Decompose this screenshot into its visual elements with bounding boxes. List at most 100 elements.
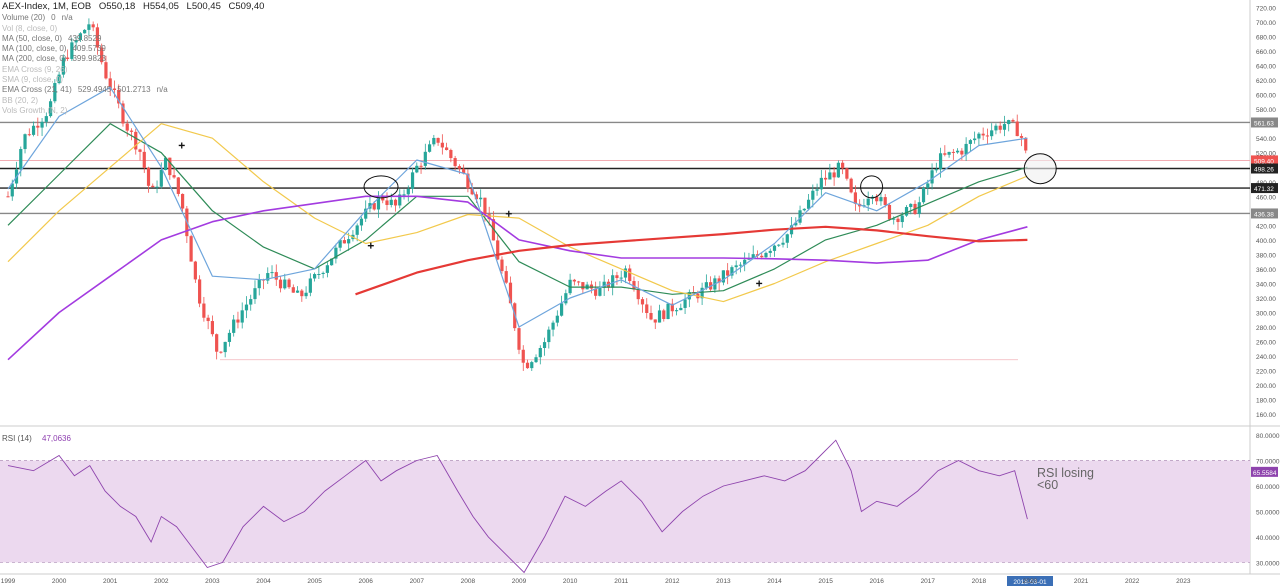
time-cursor-bg	[1007, 576, 1053, 586]
price-tick-label: 360.00	[1256, 267, 1276, 274]
price-tick-label: 600.00	[1256, 93, 1276, 100]
candle-body	[295, 290, 300, 293]
candle-body	[415, 165, 419, 173]
candle-body	[1024, 137, 1028, 151]
time-tick-label: 2022	[1125, 578, 1140, 585]
price-tick-label: 620.00	[1256, 78, 1276, 85]
candle-body	[977, 133, 981, 139]
price-tick-label: 460.00	[1256, 194, 1276, 201]
level-label: 436.38	[1254, 211, 1274, 218]
indicator-value: 439.8529	[68, 33, 102, 43]
indicator-legend: AEX-Index, 1M, EOB O550,18 H554,05 L500,…	[2, 1, 269, 116]
candle-body	[636, 289, 640, 300]
cross-marker	[756, 280, 763, 287]
candle-body	[308, 278, 312, 293]
candle-body	[372, 203, 376, 210]
candle-body	[508, 282, 513, 304]
candle-body	[815, 189, 819, 191]
candle-body	[777, 244, 781, 246]
symbol-title[interactable]: AEX-Index, 1M, EOB	[2, 1, 92, 12]
candle-body	[794, 222, 798, 226]
candle-body	[10, 183, 14, 197]
indicator-row[interactable]: MA (200, close, 0) 399.9823	[2, 54, 269, 64]
candle-body	[393, 199, 398, 206]
candle-body	[304, 292, 308, 297]
candle-body	[538, 347, 542, 358]
candle-body	[325, 265, 329, 273]
time-tick-label: 2003	[205, 578, 220, 585]
candle-body	[249, 299, 253, 305]
candle-body	[832, 172, 836, 178]
time-tick-label: 2021	[1074, 578, 1089, 585]
candle-body	[474, 194, 479, 200]
indicator-value: n/a	[156, 85, 168, 95]
time-tick-label: 2006	[358, 578, 373, 585]
candle-body	[998, 125, 1002, 130]
candle-body	[87, 24, 91, 30]
candle-body	[151, 185, 155, 188]
rsi-value: 47,0636	[42, 434, 71, 443]
price-tick-label: 200.00	[1256, 383, 1276, 390]
indicator-row[interactable]: EMA Cross (21, 41) 529.4945 501.2713 n/a	[2, 85, 269, 95]
candle-body	[313, 274, 317, 279]
candle-body	[717, 278, 721, 283]
candle-body	[530, 362, 534, 369]
indicator-row[interactable]: EMA Cross (9, 26)	[2, 65, 269, 75]
price-tick-label: 340.00	[1256, 281, 1276, 288]
candle-body	[785, 234, 789, 243]
candle-body	[956, 150, 960, 153]
rsi-tick-label: 80.0000	[1256, 433, 1280, 440]
candle-body	[398, 194, 402, 206]
candle-body	[389, 199, 393, 205]
candle-body	[866, 198, 870, 206]
candle-body	[176, 177, 180, 194]
candle-body	[274, 272, 278, 280]
price-tick-label: 640.00	[1256, 64, 1276, 71]
candle-body	[210, 321, 214, 335]
time-tick-label: 2001	[103, 578, 118, 585]
level-label-bg	[1251, 155, 1278, 166]
candle-body	[487, 214, 491, 220]
time-tick-label: 2000	[52, 578, 67, 585]
candle-body	[40, 121, 44, 128]
indicator-row[interactable]: Volume (20) 0 n/a	[2, 13, 269, 23]
candle-body	[973, 138, 977, 141]
price-tick-label: 160.00	[1256, 412, 1276, 419]
indicator-label: MA (50, close, 0)	[2, 33, 63, 43]
candle-body	[244, 304, 249, 311]
price-tick-label: 320.00	[1256, 296, 1276, 303]
candle-body	[960, 150, 964, 155]
candle-body	[445, 147, 449, 151]
candle-body	[270, 272, 274, 274]
candle-body	[253, 288, 257, 300]
price-tick-label: 400.00	[1256, 238, 1276, 245]
candle-body	[555, 315, 559, 323]
rsi-label[interactable]: RSI (14)	[2, 434, 32, 443]
candle-body	[577, 281, 581, 283]
indicator-row[interactable]: Vol (8, close, 0)	[2, 24, 269, 34]
level-label: 561.63	[1254, 120, 1274, 127]
candle-body	[240, 310, 244, 323]
candle-body	[781, 242, 785, 245]
candle-body	[291, 287, 295, 293]
rsi-current-label: 65.5584	[1253, 470, 1277, 477]
candle-body	[423, 151, 427, 166]
candle-body	[875, 196, 879, 202]
indicator-row[interactable]: MA (100, close, 0) 409.5739	[2, 44, 269, 54]
indicator-row[interactable]: MA (50, close, 0) 439.8529	[2, 34, 269, 44]
candle-body	[334, 247, 338, 259]
cross-marker	[367, 242, 374, 249]
candle-body	[764, 252, 768, 258]
indicator-row[interactable]: SMA (9, close, 0)	[2, 75, 269, 85]
candle-body	[61, 57, 65, 75]
candle-body	[581, 282, 585, 290]
candle-body	[990, 130, 994, 137]
candle-body	[721, 270, 725, 283]
candle-body	[1011, 120, 1015, 122]
indicator-row[interactable]: Vols Growth (N, 2)	[2, 106, 269, 116]
candle-body	[640, 299, 645, 305]
candle-body	[824, 177, 828, 180]
candle-body	[436, 137, 440, 143]
indicator-row[interactable]: BB (20, 2)	[2, 96, 269, 106]
